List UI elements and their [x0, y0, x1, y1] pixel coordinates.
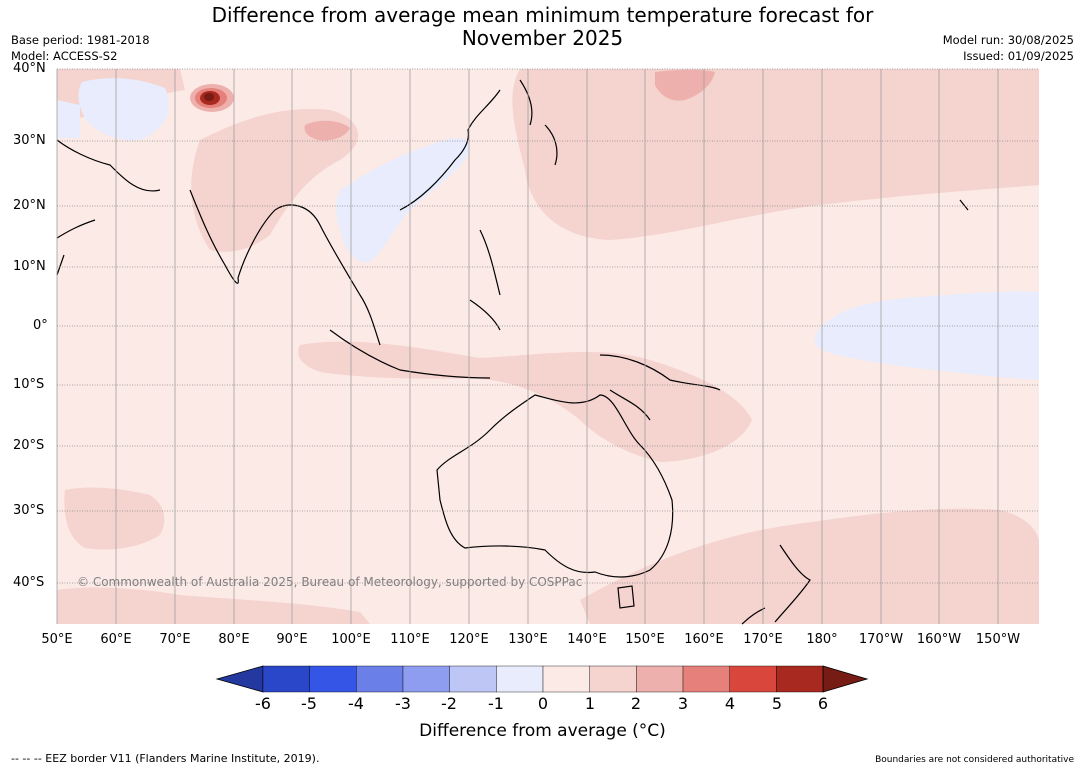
lon-label: 160°W — [916, 632, 962, 647]
colorbar-swatch — [496, 665, 544, 693]
anomaly-region-north-pacific — [512, 69, 1039, 240]
colorbar-swatch — [309, 665, 357, 693]
lat-label: 20°N — [13, 198, 46, 213]
lon-label: 150°W — [975, 632, 1021, 647]
lon-label: 100°E — [331, 632, 371, 647]
model-run: Model run: 30/08/2025 — [942, 33, 1074, 47]
lon-label: 50°E — [41, 632, 73, 647]
colorbar-tick: -3 — [395, 694, 411, 713]
lon-label: 130°E — [508, 632, 548, 647]
map-title: Difference from average mean minimum tem… — [0, 4, 1085, 50]
anomaly-region-tasman-sea — [580, 508, 1039, 624]
anomaly-region-iran-cool — [57, 100, 80, 138]
lat-label: 10°S — [13, 377, 45, 392]
colorbar-swatch — [589, 665, 637, 693]
lon-label: 110°E — [390, 632, 430, 647]
coastline-indochina — [274, 204, 381, 346]
title-line-2: November 2025 — [461, 26, 624, 50]
colorbar-swatch — [682, 665, 730, 693]
title-line-1: Difference from average mean minimum tem… — [211, 3, 874, 27]
colorbar-swatch — [402, 665, 450, 693]
lat-label: 40°S — [13, 575, 45, 590]
coastline-new-guinea — [599, 354, 721, 421]
colorbar-tick: 1 — [584, 694, 596, 713]
lon-label: 60°E — [100, 632, 132, 647]
colorbar-tick: 2 — [630, 694, 642, 713]
colorbar-tick: 5 — [771, 694, 783, 713]
colorbar-swatch — [542, 665, 590, 693]
lon-label: 120°E — [449, 632, 489, 647]
lon-label: 80°E — [218, 632, 250, 647]
coastline-hawaii — [959, 199, 969, 211]
lat-label: 0° — [33, 318, 48, 333]
coastline-china — [399, 89, 501, 211]
boundary-disclaimer: Boundaries are not considered authoritat… — [875, 755, 1074, 765]
colorbar-tick: 4 — [724, 694, 736, 713]
lon-label: 70°E — [159, 632, 191, 647]
colorbar-tick: -6 — [255, 694, 271, 713]
lon-label: 90°E — [276, 632, 308, 647]
lon-label: 140°E — [567, 632, 607, 647]
colorbar-tick: 6 — [817, 694, 829, 713]
coastline-australia — [436, 394, 674, 578]
lat-label: 30°N — [13, 133, 46, 148]
lon-label: 160°E — [684, 632, 724, 647]
colorbar-tick: 0 — [537, 694, 549, 713]
colorbar-tick: 3 — [677, 694, 689, 713]
anomaly-region-tibet — [304, 120, 350, 141]
lon-label: 150°E — [625, 632, 665, 647]
colorbar-swatch — [262, 665, 310, 693]
eez-border-legend: -- -- -- EEZ border V11 (Flanders Marine… — [11, 752, 320, 765]
lat-label: 40°N — [13, 61, 46, 76]
lon-label: 180° — [806, 632, 838, 647]
model-name: Model: ACCESS-S2 — [11, 49, 118, 63]
colorbar-swatch — [636, 665, 684, 693]
coastline-indonesia — [329, 329, 491, 379]
colorbar-swatch — [776, 665, 824, 693]
anomaly-region-south-indian — [64, 487, 165, 550]
lat-label: 30°S — [13, 503, 45, 518]
colorbar-tick: -5 — [301, 694, 317, 713]
coastline-arabia — [56, 139, 161, 192]
meta-left: Base period: 1981-2018 Model: ACCESS-S2 — [11, 32, 150, 64]
coastline-africa — [56, 219, 96, 276]
lon-label: 170°E — [743, 632, 783, 647]
colorbar-swatch — [729, 665, 777, 693]
meta-right: Model run: 30/08/2025 Issued: 01/09/2025 — [943, 32, 1074, 64]
colorbar-swatch — [449, 665, 497, 693]
colorbar-swatch — [356, 665, 404, 693]
anomaly-region-afghanistan-cool — [78, 78, 169, 141]
lon-label: 170°W — [858, 632, 904, 647]
anomaly-region-central-pacific-cool — [815, 291, 1039, 380]
colorbar-arrow-max — [822, 665, 869, 693]
colorbar-label: Difference from average (°C) — [419, 721, 666, 741]
coastline-japan — [519, 79, 558, 166]
colorbar-arrow-min — [215, 665, 264, 693]
anomaly-region-south-asia — [191, 109, 359, 252]
issued-date: Issued: 01/09/2025 — [963, 49, 1074, 63]
base-period: Base period: 1981-2018 — [11, 33, 150, 47]
copyright-text: © Commonwealth of Australia 2025, Bureau… — [77, 575, 582, 589]
colorbar-tick: -1 — [488, 694, 504, 713]
colorbar-tick: -2 — [441, 694, 457, 713]
coastline-tasmania — [617, 585, 635, 609]
anomaly-region-southeast-asia-cool — [336, 138, 470, 263]
hotspot-core — [204, 93, 214, 101]
coastlines — [56, 79, 969, 625]
coastline-new-zealand — [741, 544, 811, 625]
lat-label: 20°S — [13, 438, 45, 453]
colorbar-tick: -4 — [348, 694, 364, 713]
anomaly-region-pacific-warm — [655, 69, 715, 101]
coastline-philippines — [469, 229, 501, 331]
lat-label: 10°N — [13, 259, 46, 274]
